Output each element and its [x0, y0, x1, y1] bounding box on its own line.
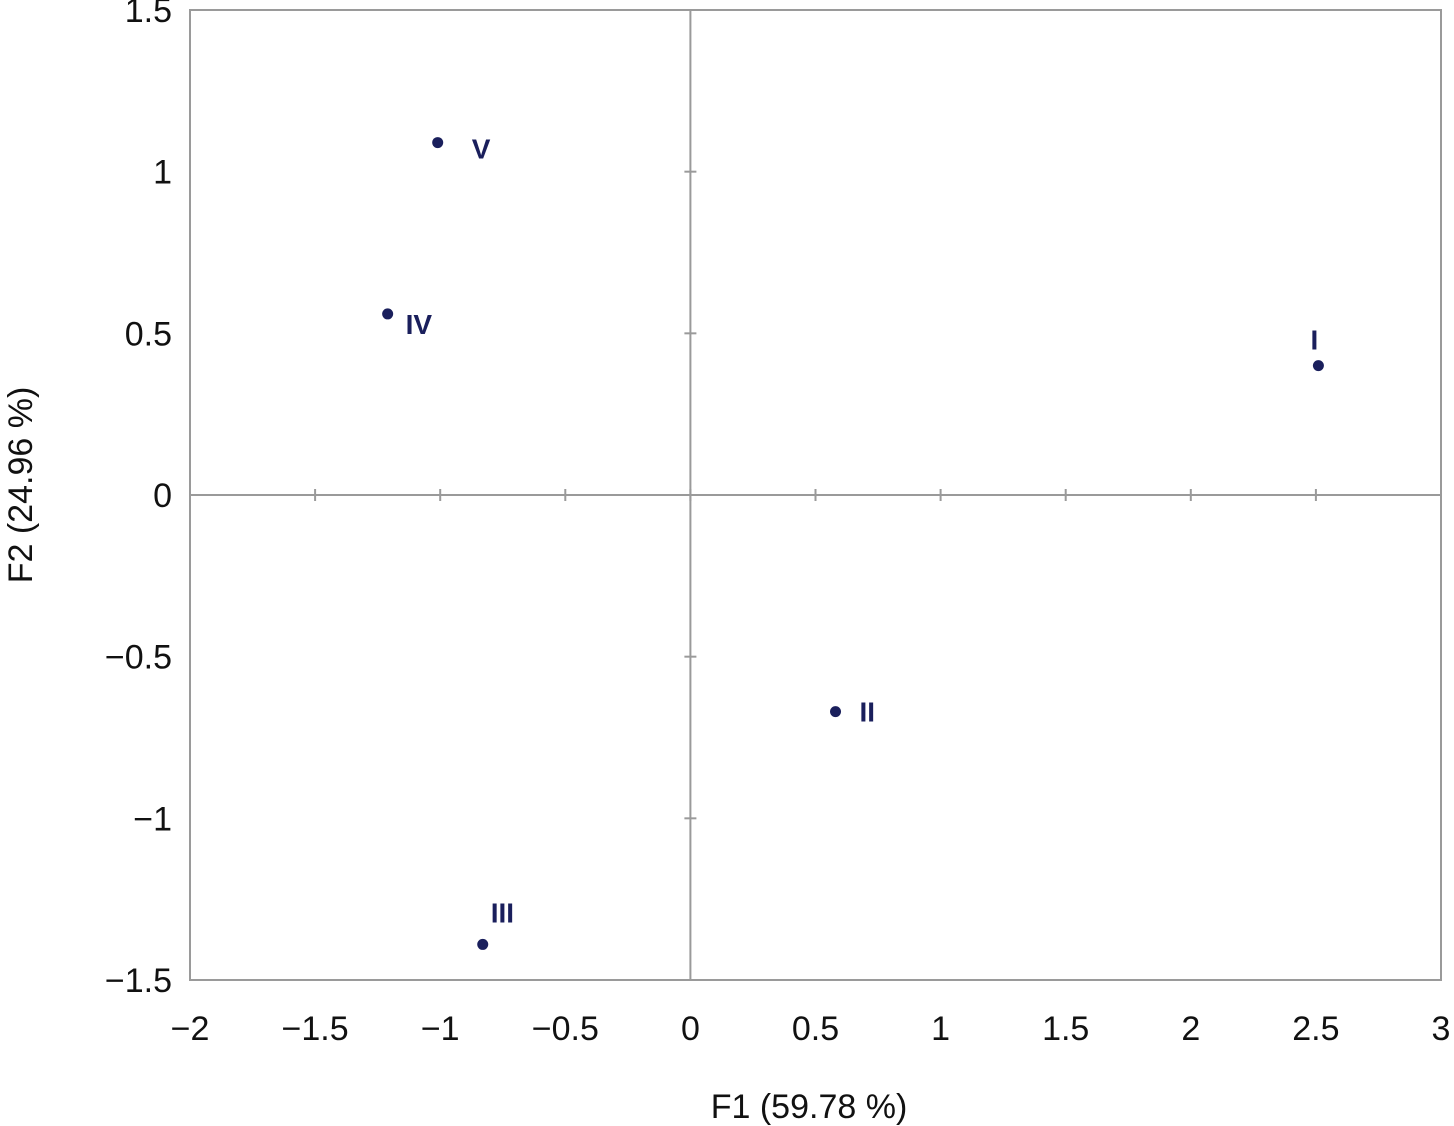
y-tick-label: 0: [153, 477, 172, 515]
x-axis-title: F1 (59.78 %): [711, 1088, 908, 1126]
x-tick-label: 0.5: [792, 1010, 839, 1048]
x-tick-label: −1: [421, 1010, 460, 1048]
x-tick-label: −2: [171, 1010, 210, 1048]
data-point: [830, 706, 842, 718]
y-tick-label: −1: [133, 800, 172, 838]
x-tick-labels: −2 −1.5 −1 −0.5 0 0.5 1 1.5 2 2.5 3: [171, 1010, 1451, 1048]
data-point: [477, 938, 489, 950]
zero-axes: [189, 9, 1442, 981]
y-axis-title: F2 (24.96 %): [2, 387, 40, 584]
y-tick-label: −1.5: [105, 962, 172, 1000]
data-point: [432, 137, 444, 149]
x-tick-label: 0: [681, 1010, 700, 1048]
y-tick-label: 0.5: [125, 315, 172, 353]
data-point-label: V: [472, 134, 491, 165]
x-tick-label: −0.5: [532, 1010, 599, 1048]
data-point-label: I: [1311, 325, 1319, 356]
y-tick-label: −0.5: [105, 639, 172, 677]
x-tick-label: −1.5: [282, 1010, 349, 1048]
data-point-label: III: [491, 897, 514, 928]
y-tick-label: 1.5: [125, 0, 172, 30]
data-point: [1312, 360, 1324, 372]
x-tick-label: 1.5: [1042, 1010, 1089, 1048]
data-point-label: II: [860, 697, 876, 728]
x-tick-label: 2.5: [1292, 1010, 1339, 1048]
x-tick-label: 3: [1432, 1010, 1451, 1048]
x-tick-label: 1: [931, 1010, 950, 1048]
data-point: [382, 308, 394, 320]
y-tick-labels: −1.5 −1 −0.5 0 0.5 1 1.5: [105, 0, 172, 1000]
y-tick-label: 1: [153, 154, 172, 192]
data-point-label: IV: [406, 309, 433, 340]
x-tick-label: 2: [1181, 1010, 1200, 1048]
